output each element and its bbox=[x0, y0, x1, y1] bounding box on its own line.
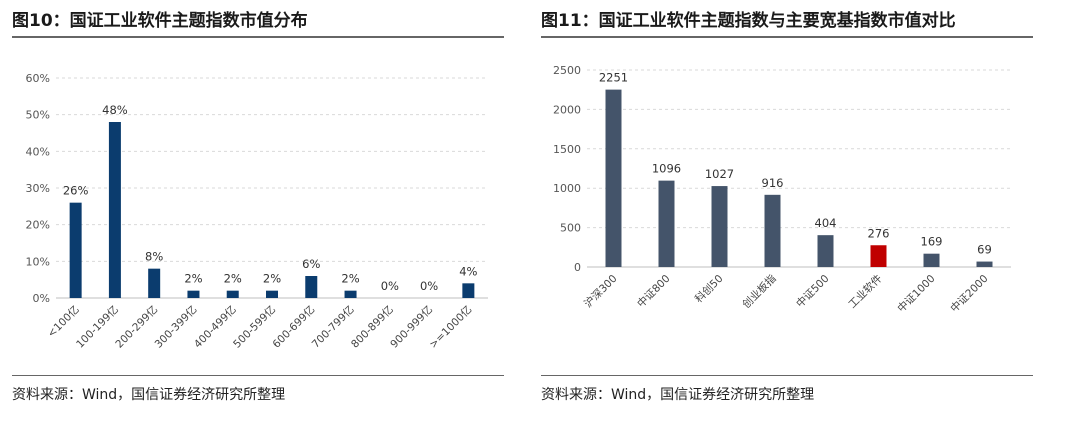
right-bar bbox=[711, 186, 728, 267]
right-bar bbox=[870, 245, 887, 267]
left-data-label: 2% bbox=[224, 272, 242, 286]
right-source-rule bbox=[541, 375, 1033, 376]
left-bar bbox=[108, 122, 121, 298]
right-bar bbox=[976, 261, 993, 267]
right-bar bbox=[923, 253, 940, 267]
left-source-note: 资料来源：Wind，国信证券经济研究所整理 bbox=[12, 387, 286, 403]
right-data-label: 1096 bbox=[652, 162, 681, 176]
right-bar bbox=[764, 194, 781, 267]
left-bar bbox=[187, 290, 200, 298]
left-y-tick-label: 60% bbox=[26, 72, 50, 85]
left-data-label: 8% bbox=[145, 250, 163, 264]
left-bar bbox=[462, 283, 475, 298]
right-data-label: 276 bbox=[868, 226, 890, 240]
left-figure-title: 图10：国证工业软件主题指数市值分布 bbox=[12, 11, 308, 31]
right-data-label: 916 bbox=[762, 176, 784, 190]
left-data-label: 2% bbox=[184, 272, 202, 286]
left-category-label: >=1000亿 bbox=[427, 303, 475, 351]
right-category-label: 科创50 bbox=[692, 272, 725, 305]
left-figure-panel: 图10：国证工业软件主题指数市值分布 0% 10% 20% 30% 40% 50% 60% 2… bbox=[12, 0, 504, 428]
left-bar bbox=[148, 268, 161, 298]
right-data-label: 69 bbox=[977, 243, 992, 257]
left-bar bbox=[69, 202, 82, 298]
right-category-label: 工业软件 bbox=[846, 272, 885, 311]
right-figure-title: 图11：国证工业软件主题指数与主要宽基指数市值对比 bbox=[541, 11, 956, 31]
right-category-label: 中证800 bbox=[634, 272, 672, 310]
left-y-tick-label: 40% bbox=[26, 145, 50, 158]
left-data-label: 0% bbox=[381, 279, 399, 293]
right-data-label: 2251 bbox=[599, 71, 628, 85]
left-source-rule bbox=[12, 375, 504, 376]
left-y-tick-label: 10% bbox=[26, 255, 50, 268]
right-data-label: 169 bbox=[921, 235, 943, 249]
right-bar-chart: 0 500 1000 1500 2000 2500 2251 沪深300 1096 中证800 10… bbox=[553, 64, 1011, 315]
right-y-tick-label: 0 bbox=[574, 261, 581, 274]
left-data-label: 48% bbox=[102, 103, 128, 117]
right-figure-panel: 图11：国证工业软件主题指数与主要宽基指数市值对比 0 500 1000 1500 20… bbox=[541, 0, 1033, 428]
right-y-tick-label: 2000 bbox=[553, 103, 581, 116]
right-bar bbox=[605, 89, 622, 267]
right-y-tick-label: 1500 bbox=[553, 143, 581, 156]
right-bar bbox=[658, 180, 675, 267]
left-bar bbox=[266, 290, 278, 298]
left-data-label: 6% bbox=[302, 257, 320, 271]
left-data-label: 26% bbox=[63, 184, 89, 198]
right-bar bbox=[817, 235, 834, 267]
right-category-label: 中证1000 bbox=[895, 272, 938, 315]
left-bar bbox=[305, 276, 318, 298]
right-category-label: 沪深300 bbox=[581, 272, 619, 310]
left-bar bbox=[344, 290, 357, 298]
right-data-label: 1027 bbox=[705, 167, 734, 181]
right-data-label: 404 bbox=[815, 216, 837, 230]
left-title-rule bbox=[12, 36, 504, 38]
right-y-tick-label: 2500 bbox=[553, 64, 581, 77]
left-y-tick-label: 50% bbox=[26, 109, 50, 122]
right-source-note: 资料来源：Wind，国信证券经济研究所整理 bbox=[541, 387, 815, 403]
left-category-label: <100亿 bbox=[45, 303, 82, 340]
right-category-label: 中证2000 bbox=[948, 272, 991, 315]
left-data-label: 2% bbox=[341, 272, 359, 286]
right-y-tick-label: 500 bbox=[560, 222, 581, 235]
right-title-rule bbox=[541, 36, 1033, 38]
left-data-label: 2% bbox=[263, 272, 281, 286]
left-y-tick-label: 30% bbox=[26, 182, 50, 195]
left-bar bbox=[226, 290, 239, 298]
left-bar-chart: 0%10%20%30%40%50%60%26%<100亿48%100-199亿8… bbox=[26, 72, 488, 351]
right-y-tick-label: 1000 bbox=[553, 182, 581, 195]
right-category-label: 中证500 bbox=[793, 272, 831, 310]
left-y-tick-label: 20% bbox=[26, 219, 50, 232]
left-data-label: 0% bbox=[420, 279, 438, 293]
left-y-tick-label: 0% bbox=[33, 292, 50, 305]
right-category-label: 创业板指 bbox=[740, 272, 779, 311]
left-data-label: 4% bbox=[459, 264, 477, 278]
